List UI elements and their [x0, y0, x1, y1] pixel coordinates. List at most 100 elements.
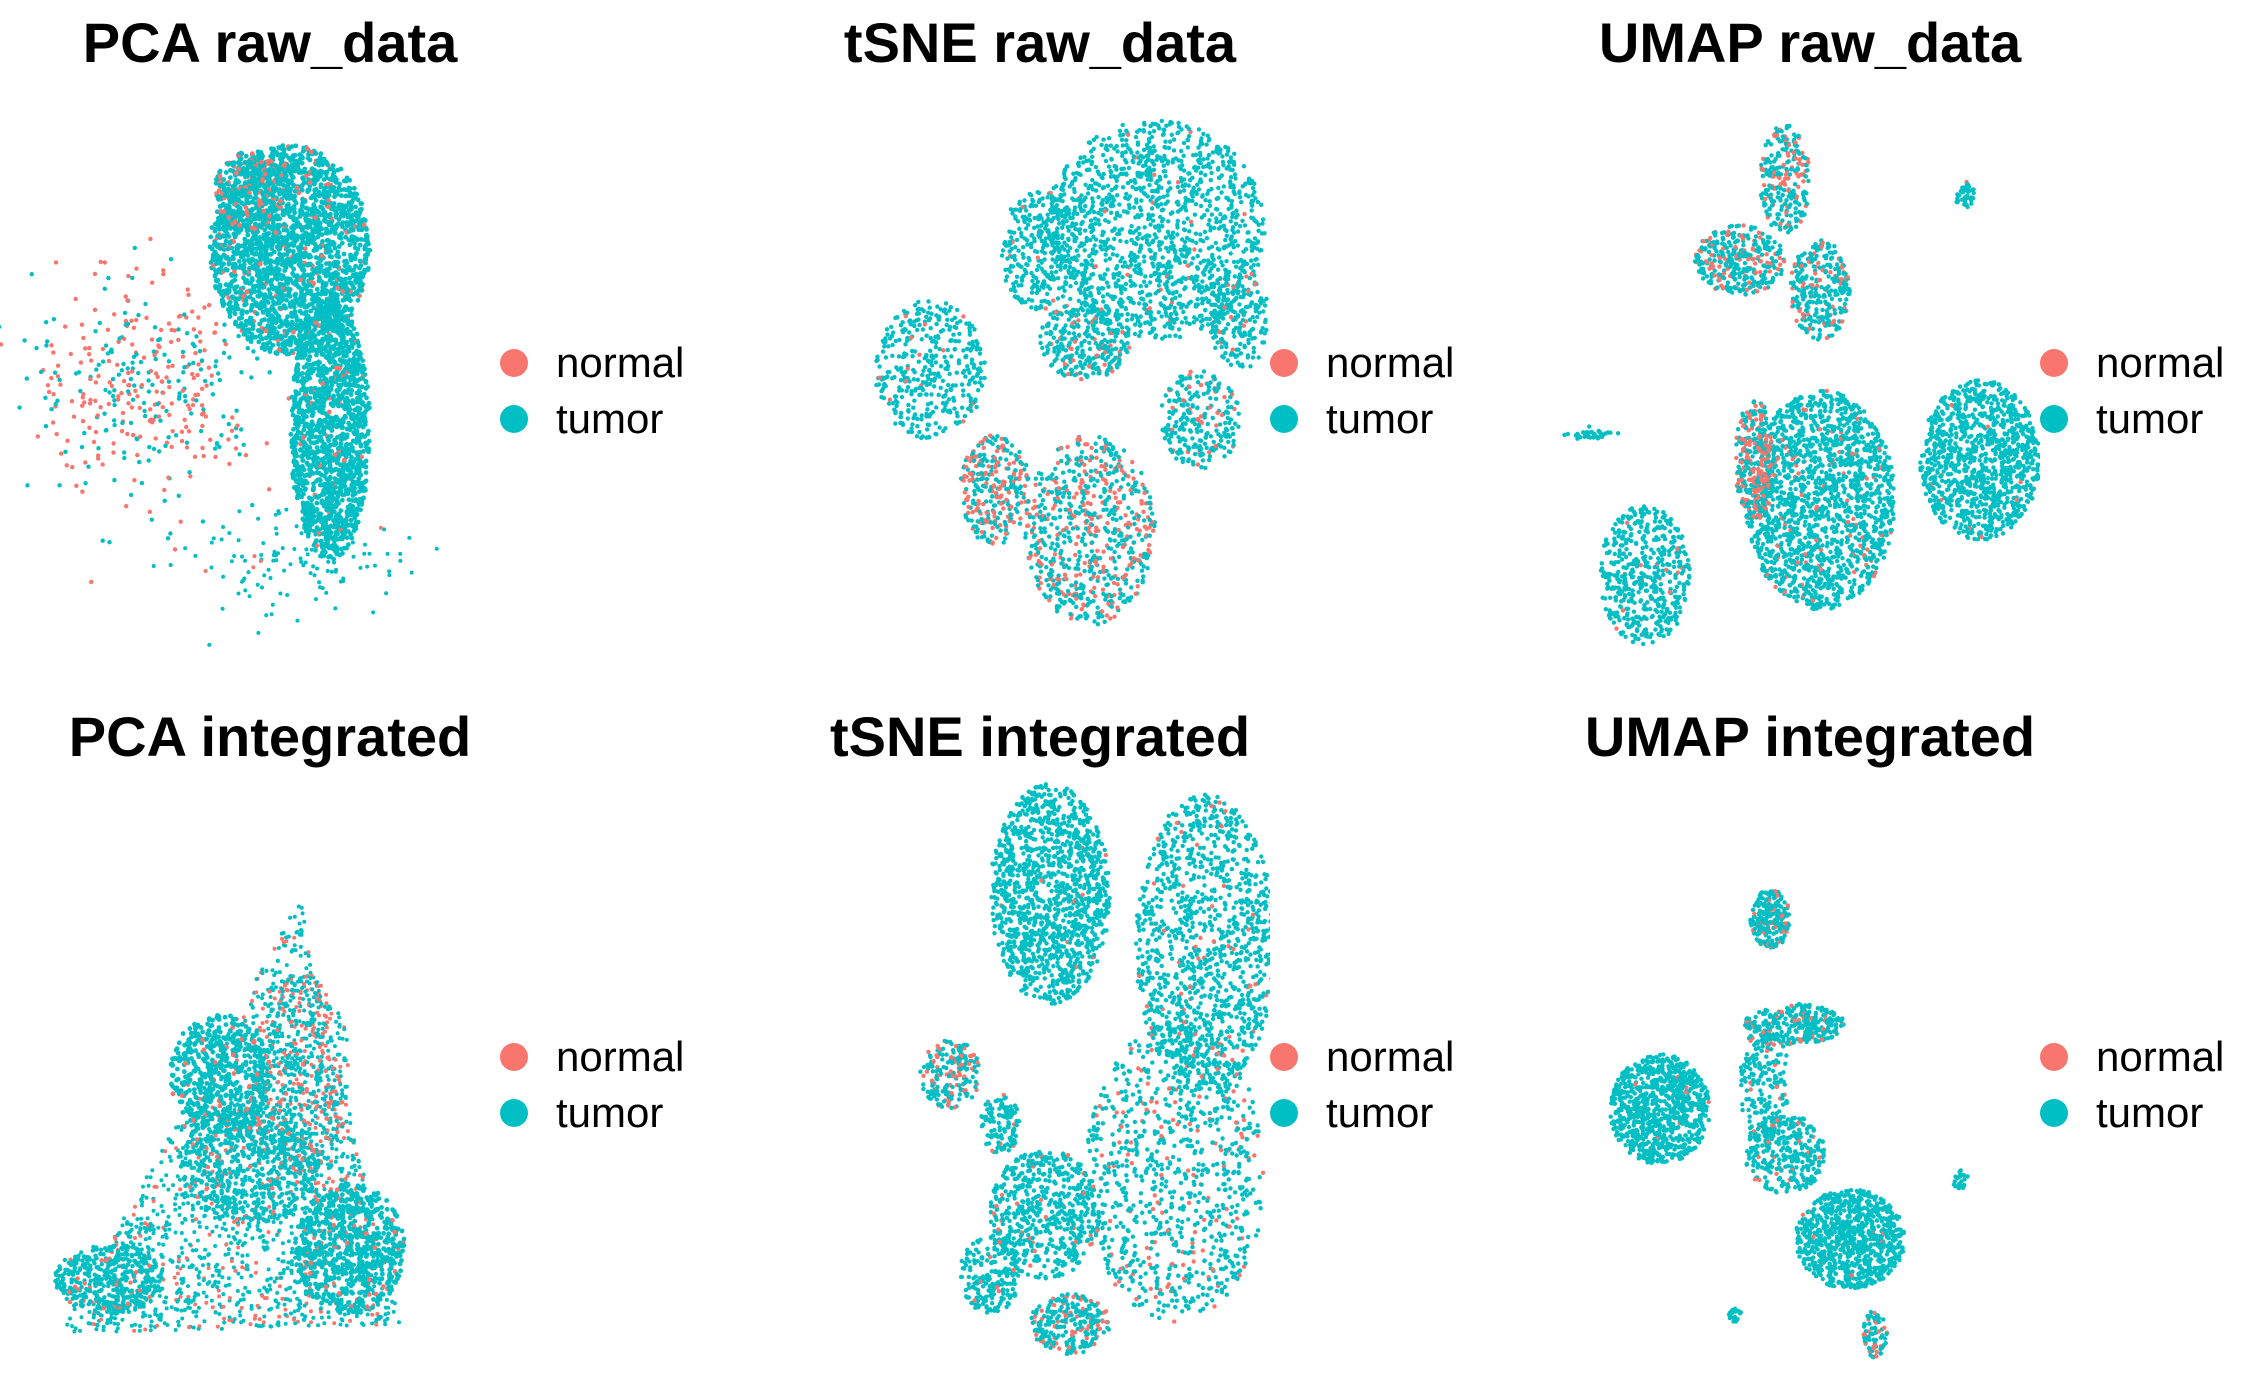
point-tumor [332, 291, 338, 297]
point-normal [198, 339, 203, 344]
point-normal [152, 353, 157, 358]
point-normal [129, 405, 134, 410]
point-tumor [1107, 256, 1112, 261]
point-tumor [93, 329, 98, 334]
point-tumor [301, 445, 307, 450]
point-tumor [250, 206, 255, 212]
point-normal [119, 390, 124, 396]
point-tumor [357, 416, 363, 422]
point-tumor [251, 196, 257, 201]
point-tumor [311, 543, 316, 548]
point-normal [93, 398, 98, 403]
point-normal [119, 428, 125, 434]
point-normal [50, 420, 56, 425]
point-tumor [315, 566, 320, 571]
point-tumor [270, 193, 276, 199]
point-tumor [348, 329, 353, 335]
point-tumor [314, 456, 320, 462]
point-tumor [341, 187, 347, 192]
point-tumor [272, 549, 277, 554]
point-tumor [351, 335, 357, 341]
point-tumor [361, 391, 367, 397]
point-normal [237, 223, 242, 228]
point-tumor [338, 508, 344, 514]
point-tumor [319, 472, 324, 478]
point-normal [221, 209, 227, 215]
point-tumor [1065, 253, 1071, 258]
point-tumor [344, 490, 350, 496]
point-tumor [320, 545, 325, 550]
point-tumor [182, 312, 187, 317]
point-tumor [130, 275, 135, 281]
point-tumor [263, 260, 268, 266]
point-tumor [262, 218, 268, 224]
point-tumor [297, 222, 303, 228]
point-tumor [222, 322, 227, 327]
point-tumor [55, 398, 60, 403]
point-normal [100, 346, 106, 352]
point-tumor [324, 370, 329, 375]
point-tumor [244, 228, 250, 234]
point-tumor [282, 340, 288, 346]
point-tumor [166, 379, 172, 384]
point-tumor [345, 361, 351, 366]
point-tumor [239, 168, 245, 173]
point-tumor [233, 284, 239, 290]
point-tumor [213, 446, 218, 451]
point-tumor [307, 354, 313, 359]
point-tumor [316, 303, 322, 309]
point-tumor [356, 500, 362, 506]
point-tumor [333, 458, 339, 463]
point-tumor [222, 228, 228, 234]
point-tumor [292, 547, 297, 551]
point-tumor [119, 368, 125, 373]
point-tumor [315, 158, 321, 164]
point-normal [251, 565, 256, 570]
point-tumor [336, 185, 342, 191]
point-tumor [1203, 296, 1209, 301]
point-tumor [360, 402, 366, 407]
point-tumor [347, 476, 353, 481]
point-tumor [214, 244, 220, 250]
point-tumor [230, 209, 236, 214]
point-tumor [353, 204, 358, 210]
point-tumor [355, 397, 361, 403]
point-normal [82, 400, 87, 405]
point-tumor [230, 261, 236, 267]
point-tumor [339, 483, 344, 489]
point-tumor [268, 335, 273, 341]
point-tumor [1134, 200, 1139, 205]
point-normal [68, 351, 74, 357]
point-tumor [280, 546, 285, 551]
point-tumor [116, 372, 122, 377]
point-tumor [300, 155, 305, 161]
point-tumor [241, 442, 246, 447]
point-normal [313, 320, 318, 325]
point-tumor [263, 335, 269, 341]
point-tumor [279, 289, 284, 295]
point-tumor [318, 204, 323, 210]
point-tumor [259, 152, 265, 157]
point-tumor [166, 435, 171, 440]
point-tumor [355, 224, 361, 230]
point-tumor [314, 308, 320, 313]
point-tumor [327, 214, 332, 220]
panel-title: PCA raw_data [0, 10, 540, 75]
point-normal [243, 205, 249, 211]
point-tumor [267, 340, 273, 345]
point-normal [88, 397, 93, 403]
point-tumor [339, 240, 345, 246]
point-tumor [1096, 290, 1102, 296]
point-normal [311, 281, 317, 286]
point-tumor [354, 191, 360, 197]
point-tumor [314, 445, 320, 450]
point-tumor [324, 519, 328, 524]
point-tumor [319, 500, 325, 506]
point-tumor [340, 268, 346, 274]
point-tumor [276, 341, 281, 347]
point-tumor [343, 234, 349, 240]
point-tumor [250, 321, 256, 327]
point-tumor [267, 205, 273, 211]
point-tumor [238, 156, 244, 162]
point-tumor [164, 408, 169, 414]
